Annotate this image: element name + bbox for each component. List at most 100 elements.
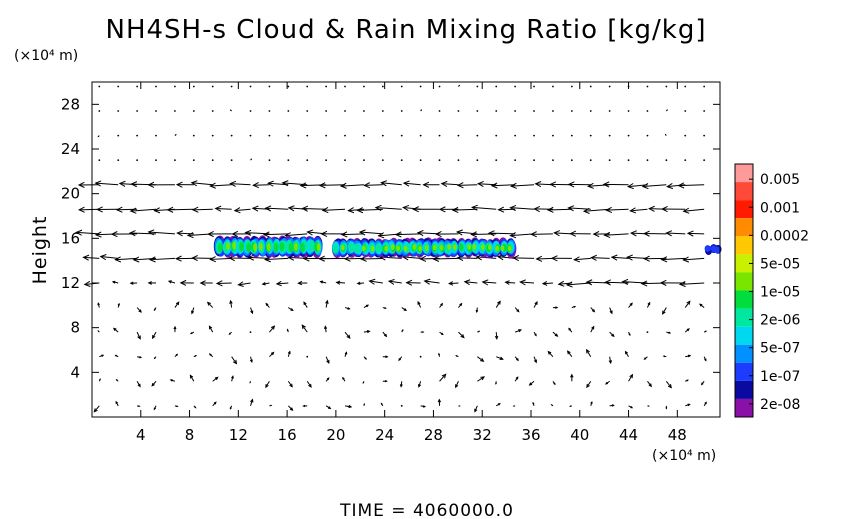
wind-arrow-head [497, 403, 501, 406]
wind-dot [381, 110, 384, 112]
colorbar-swatch [735, 344, 753, 363]
wind-arrow-head [191, 255, 198, 262]
wind-arrow-head [629, 302, 633, 306]
wind-arrow-head [569, 405, 572, 407]
wind-dot [155, 85, 157, 88]
wind-arrow-head [394, 231, 402, 238]
wind-arrow-head [550, 404, 553, 406]
wind-arrow-head [176, 230, 184, 237]
wind-arrow-head [602, 181, 610, 188]
wind-arrow [611, 256, 629, 259]
wind-dot [381, 134, 384, 137]
wind-arrow-head [497, 300, 501, 305]
wind-arrow-head [194, 406, 197, 409]
wind-arrow-head [398, 358, 402, 362]
cloud-patch [424, 245, 429, 251]
wind-arrow [238, 282, 251, 286]
cloud-patch [316, 243, 321, 252]
wind-arrow-head [667, 383, 672, 389]
wind-dot [268, 110, 271, 112]
wind-arrow-head [325, 299, 329, 304]
wind-arrow-head [169, 379, 173, 382]
wind-arrow-head [640, 280, 648, 287]
wind-arrow-head [132, 256, 140, 263]
wind-arrow-head [470, 231, 478, 238]
wind-dot [400, 85, 403, 88]
wind-dot [646, 134, 649, 137]
wind-arrow [95, 182, 119, 186]
wind-arrow-head [570, 373, 574, 378]
wind-dot [438, 134, 441, 137]
colorbar-swatch [735, 380, 753, 399]
wind-arrow-head [251, 205, 259, 212]
wind-arrow-head [306, 229, 314, 236]
wind-arrow [364, 184, 383, 186]
wind-arrow-head [686, 230, 694, 237]
cloud-patch [480, 244, 485, 250]
wind-dot [684, 134, 687, 137]
wind-dot [570, 85, 573, 88]
x-tick-label: 12 [229, 426, 248, 444]
wind-arrow [586, 349, 592, 357]
wind-arrow-head [147, 181, 155, 188]
wind-arrow [395, 233, 421, 236]
x-tick-label: 24 [375, 426, 394, 444]
wind-arrow-head [289, 407, 294, 411]
wind-arrow-head [318, 182, 326, 189]
wind-arrow-head [519, 279, 526, 286]
cloud-patch [507, 245, 512, 252]
cloud-patch [390, 244, 395, 250]
wind-arrow-head [518, 329, 523, 333]
wind-arrow-head [250, 158, 253, 160]
wind-arrow-head [605, 206, 613, 214]
wind-arrow-head [97, 302, 100, 306]
wind-dot [552, 134, 554, 137]
wind-dot [419, 355, 422, 358]
wind-dot [287, 134, 290, 137]
wind-dot [117, 159, 120, 162]
cloud-patch [232, 241, 237, 250]
wind-arrow-head [250, 398, 254, 403]
wind-arrow [464, 281, 478, 284]
cloud-patch [403, 245, 408, 252]
wind-arrow-head [611, 404, 615, 407]
wind-dot [174, 85, 176, 88]
wind-arrow-head [302, 255, 310, 262]
wind-arrow-head [629, 230, 637, 237]
cloud-patch [396, 245, 401, 252]
wind-dot [627, 110, 630, 112]
wind-arrow-head [112, 327, 117, 331]
wind-arrow [381, 182, 402, 186]
wind-dot [665, 159, 668, 162]
wind-arrow [683, 257, 705, 261]
wind-arrow [433, 257, 459, 260]
wind-arrow [285, 233, 308, 237]
wind-arrow [586, 380, 592, 388]
wind-arrow-head [456, 182, 464, 189]
wind-dot [608, 85, 611, 88]
wind-arrow-head [229, 407, 232, 410]
wind-arrow-head [460, 334, 465, 339]
wind-arrow-head [515, 376, 519, 380]
wind-arrow-head [608, 360, 612, 365]
wind-dot [344, 85, 346, 88]
wind-arrow [666, 232, 686, 235]
wind-arrow-head [324, 325, 328, 330]
wind-arrow-head [448, 281, 454, 286]
wind-dot [514, 110, 517, 112]
wind-dot [98, 85, 101, 88]
wind-dot [703, 134, 706, 137]
wind-dot [230, 134, 233, 137]
colorbar-swatch [735, 182, 753, 201]
wind-arrow-head [270, 325, 276, 330]
colorbar-label: 0.001 [760, 200, 800, 216]
wind-dot [476, 110, 479, 112]
wind-arrow-head [476, 180, 484, 188]
colorbar-swatch [735, 326, 753, 345]
cloud-patch [384, 245, 389, 252]
wind-arrow [642, 184, 667, 187]
wind-arrow [536, 257, 553, 260]
cloud-patch [340, 244, 345, 251]
wind-dot [306, 134, 309, 137]
wind-dot [438, 159, 441, 162]
